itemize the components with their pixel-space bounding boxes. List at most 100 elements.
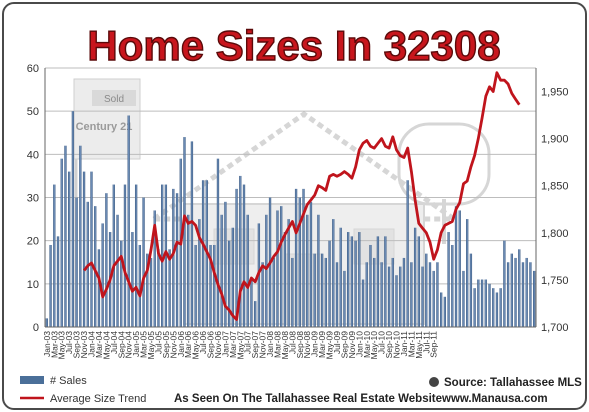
- x-tick-label: Jan-11: [399, 331, 409, 357]
- bar: [369, 244, 372, 327]
- bar: [313, 253, 316, 327]
- x-tick-label: Nov-09: [347, 331, 357, 359]
- bar: [90, 171, 93, 327]
- bar: [287, 219, 290, 327]
- bar: [146, 253, 149, 327]
- bar: [105, 193, 108, 327]
- bar: [79, 145, 82, 327]
- bar: [402, 257, 406, 327]
- bar: [373, 257, 376, 327]
- x-tick-label: Mar-06: [183, 331, 193, 358]
- bar: [473, 288, 476, 327]
- bar: [395, 275, 398, 327]
- x-tick-label: Sep-03: [72, 331, 82, 359]
- x-tick-label: Mar-04: [94, 331, 104, 358]
- bar: [406, 180, 409, 327]
- bar: [417, 236, 420, 327]
- text-group: 0 10 20 30 40 50 60 1,700 1,750 1,800 1,850 1,900 1,…: [20, 21, 582, 405]
- bar: [525, 257, 528, 327]
- bar: [302, 188, 305, 327]
- bar: [242, 184, 246, 327]
- x-tick-label: May-11: [414, 331, 424, 359]
- bar: [324, 257, 327, 327]
- y-right-tick-label: 1,950: [541, 87, 569, 99]
- footer-text: As Seen On The Tallahassee Real Estate W…: [174, 393, 442, 405]
- bar: [123, 184, 127, 327]
- x-tick-label: Jul-07: [243, 331, 253, 354]
- bar: [361, 279, 365, 327]
- bar: [358, 232, 361, 327]
- bar: [172, 188, 175, 327]
- bar: [131, 232, 134, 327]
- bar: [187, 214, 190, 327]
- bar: [503, 240, 506, 327]
- bar: [506, 262, 510, 327]
- x-tick-label: Jul-11: [421, 331, 431, 354]
- x-tick-label: Sep-06: [206, 331, 216, 359]
- x-tick-label: Mar-08: [272, 331, 282, 358]
- bar: [164, 184, 168, 327]
- bar: [514, 257, 517, 327]
- x-tick-label: Sep-11: [429, 331, 439, 358]
- x-tick-label: May-04: [101, 331, 111, 360]
- x-tick-label: May-10: [369, 331, 379, 360]
- bar: [458, 210, 461, 327]
- x-tick-label: Mar-10: [362, 331, 372, 358]
- bar: [518, 249, 521, 327]
- x-tick-label: Sep-08: [295, 331, 305, 359]
- bar: [354, 240, 357, 327]
- x-tick-label: Jan-10: [354, 331, 364, 357]
- bars-group: [45, 111, 536, 328]
- y-left-tick-label: 20: [27, 236, 39, 248]
- trend-line-group: [82, 71, 521, 321]
- bar: [328, 240, 331, 327]
- sign-sold-plate: [92, 90, 136, 106]
- bar: [291, 257, 294, 327]
- y-right-tick-label: 1,700: [541, 322, 569, 334]
- bar: [421, 266, 424, 327]
- bar: [436, 262, 439, 327]
- chart-svg: Sold Century 21 0 10 20 30 40 50 60 1,700 1,750 1,…: [20, 21, 582, 405]
- bar: [138, 244, 142, 327]
- bar: [332, 219, 335, 327]
- bar: [428, 262, 432, 327]
- y-left-tick-label: 10: [27, 279, 39, 291]
- bar: [201, 180, 205, 327]
- bar: [64, 145, 67, 327]
- bar: [231, 227, 234, 327]
- x-tick-label: Mar-11: [406, 331, 416, 358]
- bar: [272, 257, 275, 327]
- x-tick-label: May-09: [325, 331, 335, 360]
- bar: [175, 193, 179, 327]
- sign-sold-text: Sold: [104, 94, 124, 105]
- bar: [190, 141, 194, 327]
- bar: [216, 158, 220, 327]
- x-tick-label: Jan-07: [220, 331, 230, 357]
- legend-bar-swatch: [20, 376, 44, 384]
- bar: [365, 262, 368, 327]
- bar: [194, 244, 197, 327]
- source-label: Source: Tallahassee MLS: [444, 377, 582, 389]
- bar: [499, 288, 502, 327]
- x-tick-label: Jul-06: [198, 331, 208, 354]
- bar: [309, 201, 313, 327]
- bar: [209, 244, 212, 327]
- bar: [101, 223, 104, 327]
- x-tick-label: May-07: [235, 331, 245, 360]
- x-tick-label: Jul-05: [153, 331, 163, 354]
- x-tick-label: Jul-08: [287, 331, 297, 354]
- bar: [220, 214, 223, 327]
- bar: [161, 184, 164, 327]
- bar: [97, 249, 101, 327]
- x-tick-label: Sep-10: [384, 331, 394, 359]
- bar: [149, 257, 153, 327]
- x-tick-label: Nov-06: [213, 331, 223, 359]
- bar: [469, 253, 473, 327]
- bar: [413, 227, 417, 327]
- bar: [127, 115, 130, 327]
- bar: [239, 175, 242, 327]
- bar: [294, 188, 298, 327]
- bar: [68, 171, 71, 327]
- bar: [276, 210, 279, 327]
- bar: [376, 236, 380, 327]
